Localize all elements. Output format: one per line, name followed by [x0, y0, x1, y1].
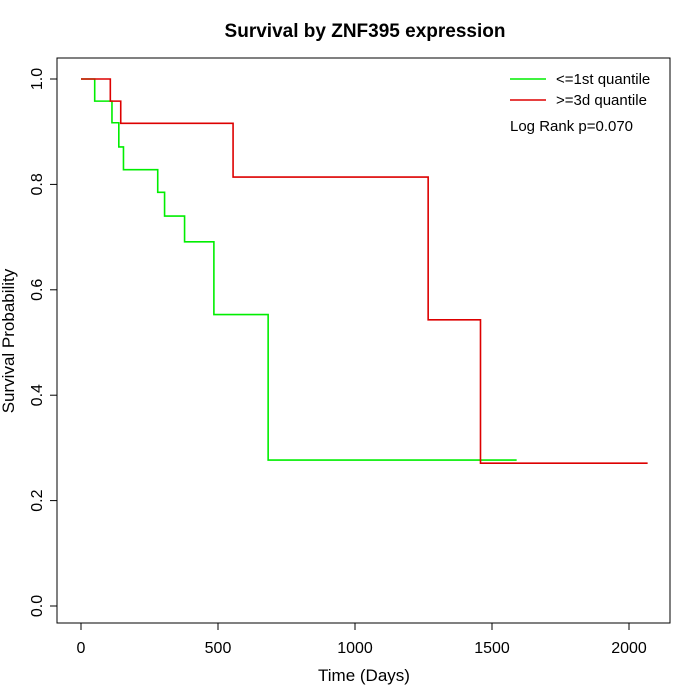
x-tick-label: 1500 [474, 640, 510, 657]
chart-title: Survival by ZNF395 expression [225, 21, 506, 42]
x-tick-label: 2000 [611, 640, 647, 657]
x-tick-label: 0 [77, 640, 86, 657]
y-axis: 0.0 0.2 0.4 0.6 0.8 1.0 [29, 68, 58, 617]
y-tick-label: 0.4 [29, 384, 46, 406]
legend-label-high: >=3d quantile [556, 92, 647, 109]
series-layer [81, 78, 648, 464]
series-line-high [81, 78, 648, 464]
y-tick-label: 0.6 [29, 279, 46, 301]
x-tick-label: 500 [205, 640, 232, 657]
x-tick-label: 1000 [337, 640, 373, 657]
y-axis-label: Survival Probability [0, 268, 18, 413]
plot-frame [56, 57, 671, 624]
y-tick-label: 0.8 [29, 173, 46, 195]
legend-label-low: <=1st quantile [556, 71, 650, 88]
series-line-low [81, 78, 517, 461]
x-axis: 0 500 1000 1500 2000 [77, 622, 647, 657]
legend: <=1st quantile >=3d quantile [510, 71, 650, 109]
log-rank-annotation: Log Rank p=0.070 [510, 118, 633, 135]
y-tick-label: 0.2 [29, 489, 46, 511]
x-axis-label: Time (Days) [318, 666, 410, 685]
y-tick-label: 0.0 [29, 595, 46, 617]
y-tick-label: 1.0 [29, 68, 46, 90]
